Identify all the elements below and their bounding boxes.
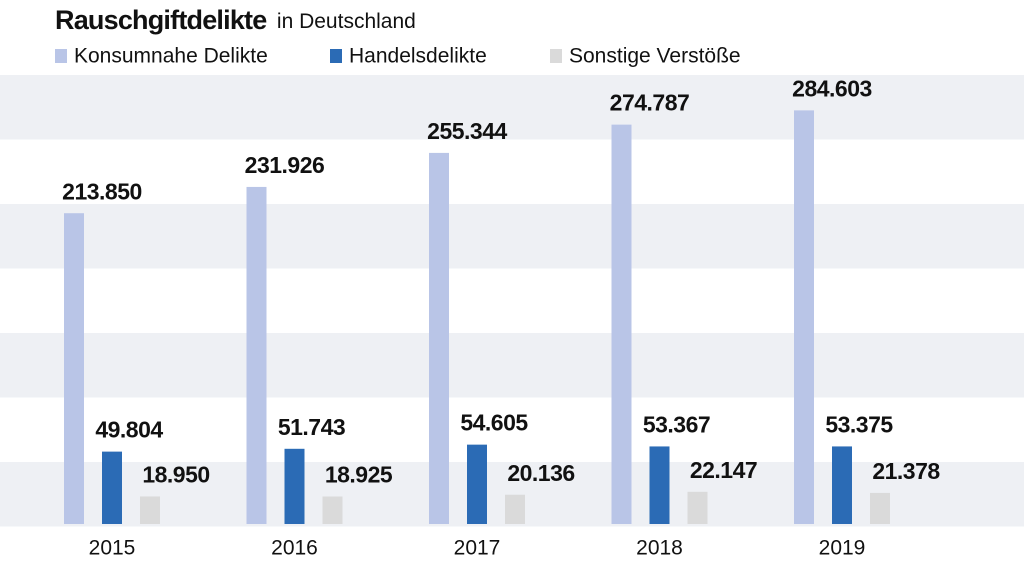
background-stripes (0, 75, 1024, 527)
bar (505, 494, 525, 524)
value-label: 54.605 (460, 410, 528, 436)
bar (322, 496, 343, 524)
x-tick-label: 2019 (819, 537, 866, 560)
value-label: 22.147 (690, 457, 757, 483)
bar (140, 496, 160, 524)
stripe (0, 204, 1024, 269)
x-tick-label: 2015 (89, 537, 136, 560)
legend-swatch (330, 49, 342, 63)
value-label: 18.925 (325, 462, 393, 488)
chart-subtitle: in Deutschland (277, 10, 416, 33)
value-label: 213.850 (62, 178, 142, 204)
bar (687, 491, 708, 524)
bar (611, 124, 632, 525)
chart-title: Rauschgiftdelikte (55, 5, 267, 35)
bar (102, 451, 122, 524)
bar (64, 213, 84, 525)
bar (467, 444, 487, 524)
x-tick-label: 2017 (454, 537, 501, 560)
value-label: 53.375 (825, 412, 893, 438)
value-label: 20.136 (507, 460, 574, 486)
bar (246, 186, 267, 525)
value-label: 284.603 (792, 75, 872, 101)
bar (649, 446, 670, 524)
bar (832, 446, 852, 524)
bar (870, 492, 890, 524)
chart-heading: Rauschgiftdelikte in Deutschland (55, 5, 416, 35)
value-label: 231.926 (245, 152, 325, 178)
stripe (0, 333, 1024, 398)
legend-label: Sonstige Verstöße (569, 45, 741, 68)
bar (429, 152, 449, 524)
value-label: 49.804 (95, 417, 163, 443)
value-label: 53.367 (643, 412, 710, 438)
value-label: 255.344 (427, 118, 507, 144)
value-label: 18.950 (142, 462, 209, 488)
x-tick-label: 2016 (271, 537, 318, 560)
bar (794, 110, 814, 524)
stripe (0, 75, 1024, 140)
legend-label: Handelsdelikte (349, 45, 487, 68)
value-label: 21.378 (872, 458, 940, 484)
legend-label: Konsumnahe Delikte (74, 45, 268, 68)
legend-swatch (550, 49, 562, 63)
legend-swatch (55, 49, 67, 63)
x-tick-label: 2018 (636, 537, 683, 560)
value-label: 274.787 (610, 90, 690, 116)
bar (284, 448, 305, 524)
value-label: 51.743 (278, 414, 345, 440)
